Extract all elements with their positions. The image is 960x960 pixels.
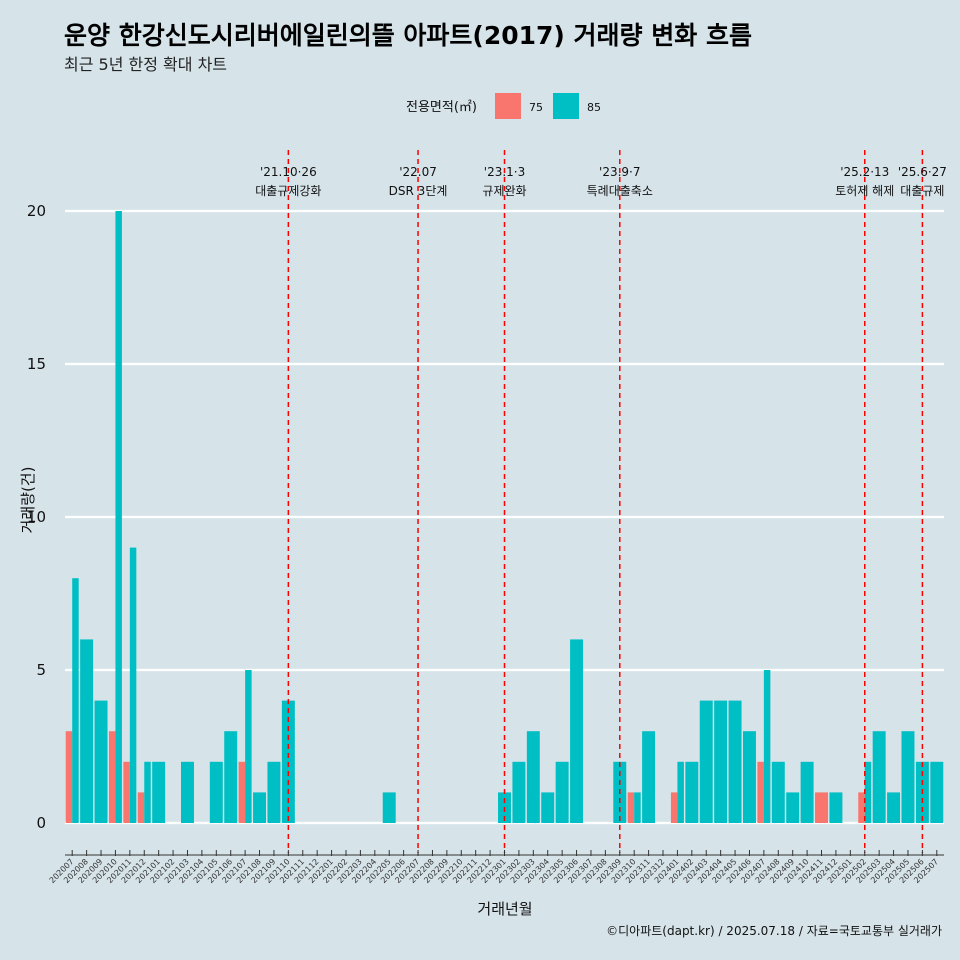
bar-85-202101 xyxy=(152,761,166,823)
bar-85-202011 xyxy=(129,547,137,823)
y-tick-label-5: 5 xyxy=(36,661,46,679)
event-date-2: '23.1·3 xyxy=(484,165,525,179)
bar-85-202409 xyxy=(786,792,800,823)
bar-85-202107 xyxy=(245,670,252,823)
x-axis: 2020072020082020092020102020112020122021… xyxy=(48,850,944,885)
bar-75-202011 xyxy=(123,761,130,823)
bar-85-202404 xyxy=(714,700,728,823)
bar-75-202007 xyxy=(65,731,73,823)
event-label-0: 대출규제강화 xyxy=(255,184,321,198)
bar-85-202008 xyxy=(80,639,94,823)
bar-85-202205 xyxy=(382,792,396,823)
event-label-1: DSR 3단계 xyxy=(389,184,448,198)
bar-85-202306 xyxy=(570,639,584,823)
bar-85-202302 xyxy=(512,761,526,823)
y-tick-label-20: 20 xyxy=(27,202,46,220)
chart-title: 운양 한강신도시리버에일린의뜰 아파트(2017) 거래량 변화 흐름 xyxy=(64,21,752,50)
bar-85-202406 xyxy=(742,731,756,823)
bar-85-202505 xyxy=(901,731,915,823)
y-axis-title: 거래량(건) xyxy=(19,467,37,534)
bar-75-202010 xyxy=(108,731,116,823)
y-axis-tick-labels: 0 5 10 15 20 xyxy=(27,202,46,832)
bar-85-202407 xyxy=(763,670,771,823)
event-markers: '21.10·26 대출규제강화 '22.07 DSR 3단계 '23.1·3 규제완화 '… xyxy=(255,150,947,853)
bar-75-202407 xyxy=(757,761,764,823)
event-date-5: '25.6·27 xyxy=(898,165,947,179)
gridlines xyxy=(65,209,944,825)
event-date-3: '23.9·7 xyxy=(599,165,640,179)
caption: ©디아파트(dapt.kr) / 2025.07.18 / 자료=국토교통부 실… xyxy=(606,924,942,938)
event-date-1: '22.07 xyxy=(399,165,437,179)
bar-85-202109 xyxy=(267,761,281,823)
bars xyxy=(65,211,944,823)
bar-85-202012 xyxy=(144,761,151,823)
bar-75-202502 xyxy=(858,792,865,823)
legend-swatch-85 xyxy=(553,93,579,119)
bar-85-202110 xyxy=(281,700,295,823)
bar-75-202012 xyxy=(137,792,145,823)
bar-85-202106 xyxy=(224,731,238,823)
bar-85-202304 xyxy=(541,792,555,823)
bar-75-202411 xyxy=(815,792,829,823)
bar-85-202504 xyxy=(887,792,901,823)
bar-85-202402 xyxy=(685,761,699,823)
bar-85-202010 xyxy=(115,211,122,823)
bar-75-202401 xyxy=(670,792,678,823)
bar-85-202403 xyxy=(699,700,713,823)
chart-subtitle: 최근 5년 한정 확대 차트 xyxy=(64,55,227,74)
bar-85-202311 xyxy=(642,731,656,823)
event-label-2: 규제완화 xyxy=(482,184,526,198)
bar-85-202108 xyxy=(253,792,267,823)
event-label-5: 대출규제 xyxy=(900,184,944,198)
y-tick-label-10: 10 xyxy=(27,508,46,526)
bar-85-202305 xyxy=(555,761,569,823)
bar-85-202310 xyxy=(634,792,641,823)
bar-85-202303 xyxy=(526,731,540,823)
bar-85-202503 xyxy=(872,731,886,823)
bar-85-202412 xyxy=(829,792,843,823)
event-date-0: '21.10·26 xyxy=(260,165,317,179)
bar-85-202507 xyxy=(930,761,944,823)
y-tick-label-0: 0 xyxy=(36,814,46,832)
bar-85-202408 xyxy=(771,761,785,823)
bar-85-202009 xyxy=(94,700,108,823)
bar-75-202107 xyxy=(238,761,246,823)
event-label-4: 토허제 해제 xyxy=(835,184,894,198)
event-label-3: 특례대출축소 xyxy=(587,184,653,198)
event-date-4: '25.2·13 xyxy=(840,165,889,179)
bar-85-202405 xyxy=(728,700,742,823)
bar-75-202310 xyxy=(627,792,635,823)
legend-label-75: 75 xyxy=(529,101,543,114)
bar-85-202105 xyxy=(209,761,223,823)
bar-85-202410 xyxy=(800,761,814,823)
legend-swatch-75 xyxy=(495,93,521,119)
bar-85-202502 xyxy=(864,761,872,823)
bar-85-202007 xyxy=(72,578,79,823)
legend: 전용면적(㎡) 75 85 xyxy=(406,93,601,119)
bar-85-202401 xyxy=(677,761,684,823)
bar-85-202103 xyxy=(180,761,194,823)
x-axis-title: 거래년월 xyxy=(477,900,532,918)
legend-label-85: 85 xyxy=(587,101,601,114)
legend-title: 전용면적(㎡) xyxy=(406,100,477,115)
y-tick-label-15: 15 xyxy=(27,355,46,373)
